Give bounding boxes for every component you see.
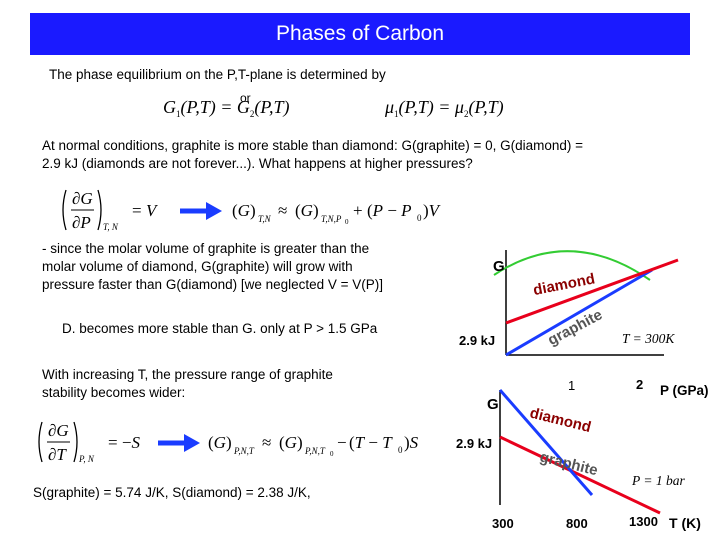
temperature-derivative-equation: ∂G ∂T P, N = −S (G) P,N,T ≈ (G) P,N,T 0 … [36,418,446,466]
svg-text:)V: )V [423,201,442,220]
svg-text:−: − [337,433,347,452]
svg-text:+: + [353,201,363,220]
svg-text:P,N,T: P,N,T [304,446,326,456]
intro-text: The phase equilibrium on the P,T-plane i… [49,67,386,82]
svg-text:=: = [132,201,142,220]
temperature-plot-g-label: G [487,396,499,413]
svg-text:)S: )S [404,433,419,452]
temperature-equation-svg: ∂G ∂T P, N = −S (G) P,N,T ≈ (G) P,N,T 0 … [38,421,419,464]
svg-text:∂G: ∂G [48,421,69,440]
svg-text:≈: ≈ [278,201,287,220]
entropy-text: S(graphite) = 5.74 J/K, S(diamond) = 2.3… [33,485,311,500]
or-word: or [240,91,251,105]
pressure-plot-x-axis-label: P (GPa) [660,383,709,398]
svg-text:(G): (G) [295,201,319,220]
pressure-plot-x-tick-2: 2 [636,377,644,392]
temperature-plot-graphite-line [498,389,594,496]
equilibrium-equation-g: G1(P,T) = G2(P,T) [163,97,290,119]
temperature-plot-condition: P = 1 bar [632,473,685,488]
pressure-plot [493,250,679,357]
svg-text:0: 0 [398,445,403,455]
bullet-line-3: pressure faster than G(diamond) [we negl… [42,277,384,292]
svg-text:0: 0 [345,218,349,226]
svg-text:(P − P: (P − P [367,201,412,220]
svg-text:P,N,T: P,N,T [233,446,255,456]
svg-text:T,N: T,N [258,214,272,224]
svg-text:T,N,P: T,N,P [321,214,342,224]
temperature-plot-g-value: 2.9 kJ [456,436,493,451]
temperature-plot-x-axis-label: T (K) [669,515,701,531]
svg-text:P, N: P, N [78,454,95,464]
equilibrium-equation-mu: μ1(P,T) = μ2(P,T) [385,97,504,119]
svg-text:T, N: T, N [103,222,119,232]
temperature-plot-diamond-line [499,435,661,515]
arrow-icon [158,434,200,452]
pressure-derivative-equation: ∂G ∂P T, N = V (G) T,N ≈ (G) T,N,P 0 + (… [60,186,460,234]
svg-text:0: 0 [330,450,334,458]
pressure-plot-x-tick-1: 1 [568,378,576,393]
pressure-plot-condition: T = 300K [622,331,675,346]
temperature-plot-x-tick-1300: 1300 [629,514,658,529]
svg-text:∂T: ∂T [48,445,67,464]
svg-text:0: 0 [417,213,422,223]
normal-conditions-line2: 2.9 kJ (diamonds are not forever...). Wh… [42,156,473,171]
bullet-line-1: - since the molar volume of graphite is … [42,241,370,256]
svg-text:(G): (G) [279,433,303,452]
temperature-line-2: stability becomes wider: [42,385,186,400]
svg-text:≈: ≈ [262,433,271,452]
pressure-plot-arc [493,250,651,281]
pressure-plot-graphite-line [505,268,653,357]
normal-conditions-line1: At normal conditions, graphite is more s… [42,138,584,153]
svg-text:(T − T: (T − T [349,433,393,452]
svg-text:∂G: ∂G [72,189,93,208]
arrow-icon [180,202,222,220]
temperature-plot [498,389,661,515]
svg-text:V: V [146,201,159,220]
pressure-plot-diamond-line [505,258,679,325]
temperature-plot-x-tick-800: 800 [566,516,588,531]
diamond-stable-text: D. becomes more stable than G. only at P… [62,321,378,336]
pressure-plot-g-label: G [493,258,505,275]
svg-text:(G): (G) [208,433,232,452]
pressure-plot-g-value: 2.9 kJ [459,333,496,348]
temperature-plot-x-tick-300: 300 [492,516,514,531]
title-bar: Phases of Carbon [30,13,690,55]
temperature-line-1: With increasing T, the pressure range of… [42,367,333,382]
svg-text:∂P: ∂P [72,213,91,232]
svg-text:(G): (G) [232,201,256,220]
bullet-line-2: molar volume of diamond, G(graphite) wil… [42,259,353,274]
svg-text:= −S: = −S [108,433,140,452]
pressure-equation-svg: ∂G ∂P T, N = V (G) T,N ≈ (G) T,N,P 0 + (… [62,189,442,232]
slide-title: Phases of Carbon [275,22,445,45]
